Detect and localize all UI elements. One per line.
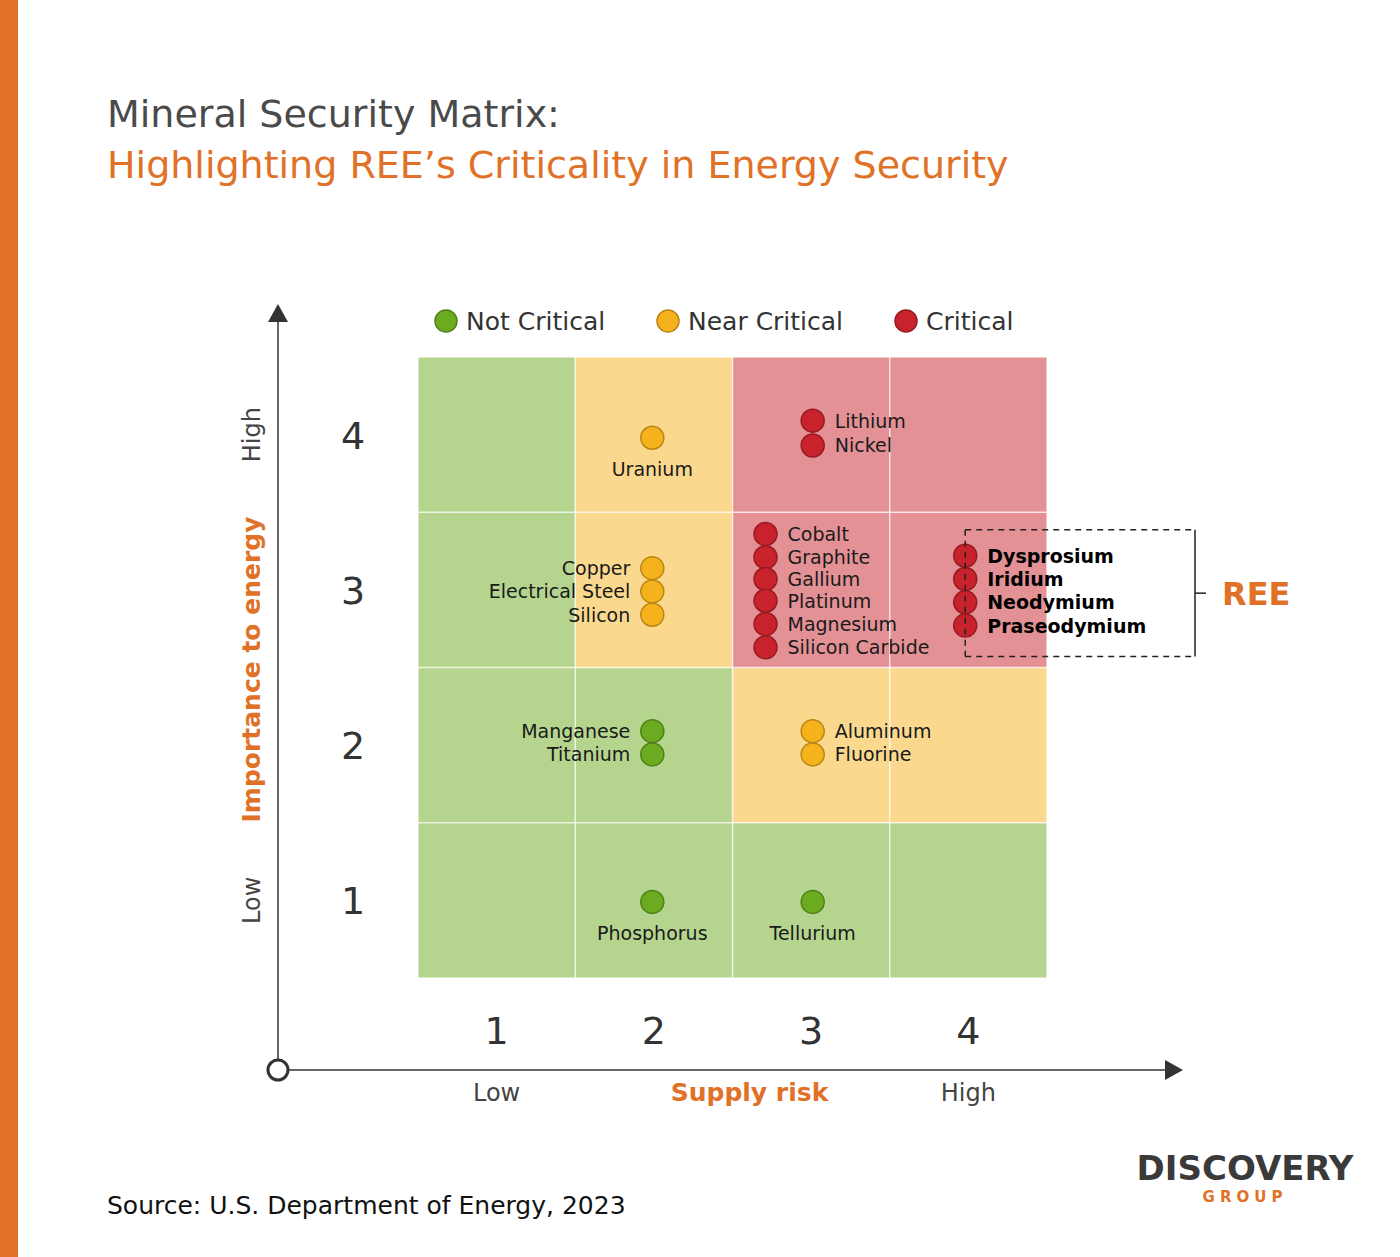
point-label: Fluorine xyxy=(835,743,912,765)
background xyxy=(0,0,1400,1257)
zone-cell xyxy=(890,668,1047,823)
side-bar xyxy=(0,0,18,1257)
bracket-line xyxy=(964,530,966,657)
point-label: Magnesium xyxy=(788,613,898,635)
zone-cell xyxy=(418,823,575,978)
bracket-line xyxy=(1195,592,1206,594)
point xyxy=(754,522,777,545)
point-label: Electrical Steel xyxy=(489,580,631,602)
y-axis-label: Importance to energy xyxy=(237,517,266,823)
chart: Mineral Security Matrix: Highlighting REE… xyxy=(0,0,1400,1257)
zone-cell xyxy=(418,357,575,512)
point-label: Cobalt xyxy=(788,523,849,545)
legend-label: Near Critical xyxy=(688,307,843,336)
brand: DISCOVERY xyxy=(1137,1148,1354,1188)
legend-label: Critical xyxy=(926,307,1013,336)
point xyxy=(641,580,664,603)
point xyxy=(641,557,664,580)
plot-frame xyxy=(418,357,1047,978)
point-label: Gallium xyxy=(788,568,861,590)
point xyxy=(754,613,777,636)
y-scale-label: Low xyxy=(238,877,266,924)
annotation-label: REE xyxy=(1222,575,1290,613)
point-label: Platinum xyxy=(788,590,872,612)
legend-label: Not Critical xyxy=(466,307,605,336)
point xyxy=(641,720,664,743)
bracket-line xyxy=(965,529,1195,531)
x-tick-label: 2 xyxy=(642,1009,666,1053)
point-label: Aluminum xyxy=(835,720,932,742)
point-label: Phosphorus xyxy=(597,922,708,944)
grid xyxy=(418,357,1047,978)
x-scale-label: Low xyxy=(473,1079,520,1107)
brand-sub: GROUP xyxy=(1203,1188,1288,1206)
legend-swatch xyxy=(657,310,679,332)
y-tick-label: 3 xyxy=(341,569,365,613)
point-label: Silicon Carbide xyxy=(788,636,930,658)
point xyxy=(641,603,664,626)
point-label: Manganese xyxy=(521,720,630,742)
grid-line xyxy=(418,822,1047,824)
zone-cell xyxy=(890,823,1047,978)
point-labels: ManganeseTitanium Phosphorus Tellurium Uran… xyxy=(489,410,1146,944)
point xyxy=(641,890,664,913)
point-label: Neodymium xyxy=(987,591,1114,613)
point xyxy=(641,426,664,449)
x-tick-label: 4 xyxy=(956,1009,980,1053)
point-label: Dysprosium xyxy=(987,545,1114,567)
point-label: Tellurium xyxy=(769,922,856,944)
source: Source: U.S. Department of Energy, 2023 xyxy=(107,1191,626,1220)
point xyxy=(801,434,824,457)
zones xyxy=(418,357,1047,978)
point-label: Titanium xyxy=(546,743,630,765)
zone-cell xyxy=(733,823,890,978)
point xyxy=(754,546,777,569)
point xyxy=(801,409,824,432)
points xyxy=(641,409,977,913)
zone-cell xyxy=(890,357,1047,512)
x-scale-label: High xyxy=(941,1079,996,1107)
point-label: Praseodymium xyxy=(987,615,1146,637)
point-label: Copper xyxy=(562,557,631,579)
subtitle: Highlighting REE’s Criticality in Energy… xyxy=(107,143,1009,187)
point-label: Uranium xyxy=(612,458,693,480)
x-tick-label: 1 xyxy=(485,1009,509,1053)
y-axis-line xyxy=(277,322,279,1060)
y-axis-arrow xyxy=(268,304,288,322)
point xyxy=(754,568,777,591)
point xyxy=(641,743,664,766)
point-label: Nickel xyxy=(835,434,892,456)
x-axis-label: Supply risk xyxy=(671,1078,830,1107)
zone-cell xyxy=(575,823,732,978)
point-label: Lithium xyxy=(835,410,906,432)
x-axis-arrow xyxy=(1165,1060,1183,1080)
grid-line xyxy=(418,667,1047,669)
point xyxy=(801,743,824,766)
x-tick-label: 3 xyxy=(799,1009,823,1053)
x-axis-line xyxy=(288,1069,1165,1071)
y-tick-label: 4 xyxy=(341,414,365,458)
zone-cell xyxy=(575,357,732,512)
legend-swatch xyxy=(435,310,457,332)
point-label: Graphite xyxy=(788,546,871,568)
point xyxy=(801,890,824,913)
legend-swatch xyxy=(895,310,917,332)
axis-origin xyxy=(268,1060,288,1080)
grid-line xyxy=(418,512,1047,514)
legend: Not Critical Near Critical Critical xyxy=(435,307,1013,336)
point xyxy=(754,589,777,612)
y-scale-label: High xyxy=(238,407,266,462)
point-label: Silicon xyxy=(568,604,630,626)
y-tick-label: 1 xyxy=(341,879,365,923)
bracket-line xyxy=(965,656,1195,658)
axes xyxy=(268,304,1183,1080)
point xyxy=(754,636,777,659)
point xyxy=(801,720,824,743)
y-tick-label: 2 xyxy=(341,724,365,768)
point-label: Iridium xyxy=(987,568,1063,590)
title: Mineral Security Matrix: xyxy=(107,92,560,136)
annotation-bracket xyxy=(965,530,1206,657)
